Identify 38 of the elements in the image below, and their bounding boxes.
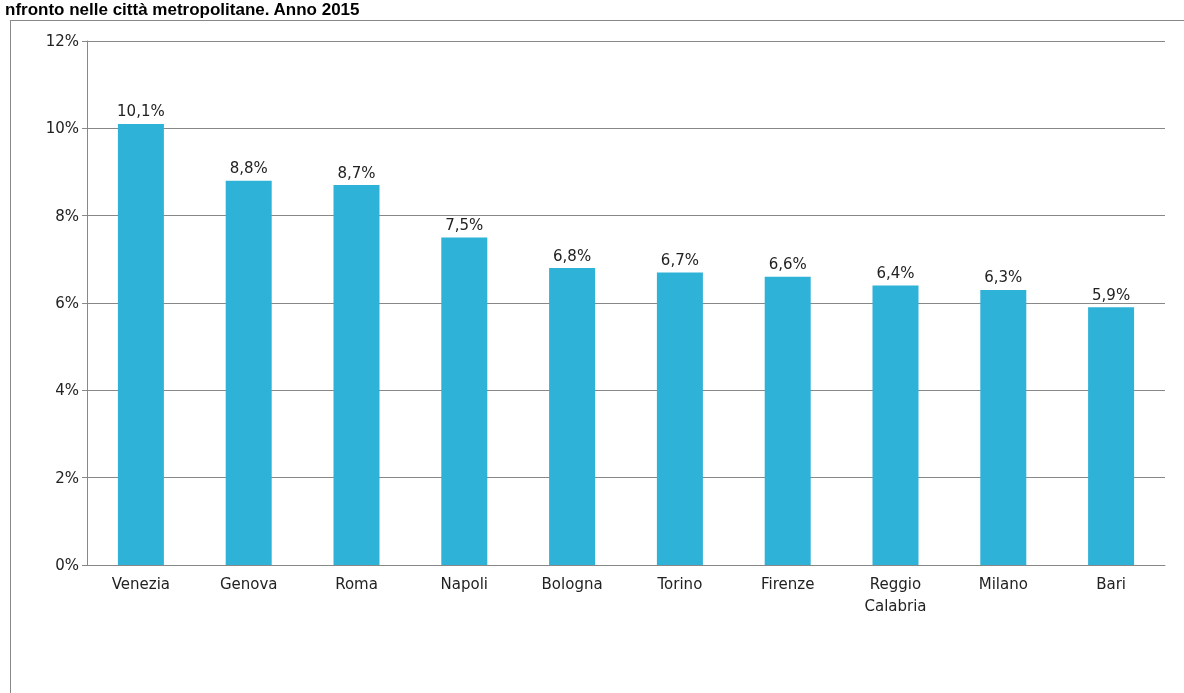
bar [441,237,488,565]
data-label: 8,7% [337,163,376,182]
chart-title: nfronto nelle città metropolitane. Anno 2015 [5,0,360,19]
x-tick-label: Bari [1096,575,1127,593]
x-tick-label: Reggio Calabria [864,575,927,615]
y-tick-label: 2% [55,468,79,487]
y-tick-label: 6% [55,294,79,312]
x-tick-label: Venezia [111,575,171,593]
bar [1088,307,1135,565]
data-label: 7,5% [445,216,484,234]
bar [764,276,811,565]
data-label: 6,4% [876,264,915,283]
y-tick-label: 10% [45,119,79,138]
x-tick-label: Roma [335,575,378,593]
bar [225,180,272,565]
data-label: 6,8% [553,246,592,265]
x-tick-label: Firenze [761,575,815,593]
data-label: 10,1% [117,102,165,121]
y-tick-label: 4% [55,381,79,400]
bar [117,123,164,565]
x-tick-label: Torino [656,575,703,593]
data-label: 8,8% [229,159,268,178]
y-tick-label: 12% [45,32,79,50]
x-tick-label: Milano [978,575,1028,593]
bar [980,289,1027,565]
data-label: 6,3% [984,268,1023,287]
y-tick-label: 8% [55,206,79,225]
data-label: 6,7% [660,250,699,269]
y-tick-label: 0% [55,556,79,574]
data-label: 5,9% [1092,285,1131,304]
bar [656,272,703,565]
data-label: 6,6% [768,255,807,274]
bar [549,268,596,565]
x-tick-label: Bologna [541,575,603,593]
x-tick-label: Genova [219,575,278,593]
bar [872,285,919,565]
bar [333,185,380,565]
x-tick-label: Napoli [440,575,489,593]
